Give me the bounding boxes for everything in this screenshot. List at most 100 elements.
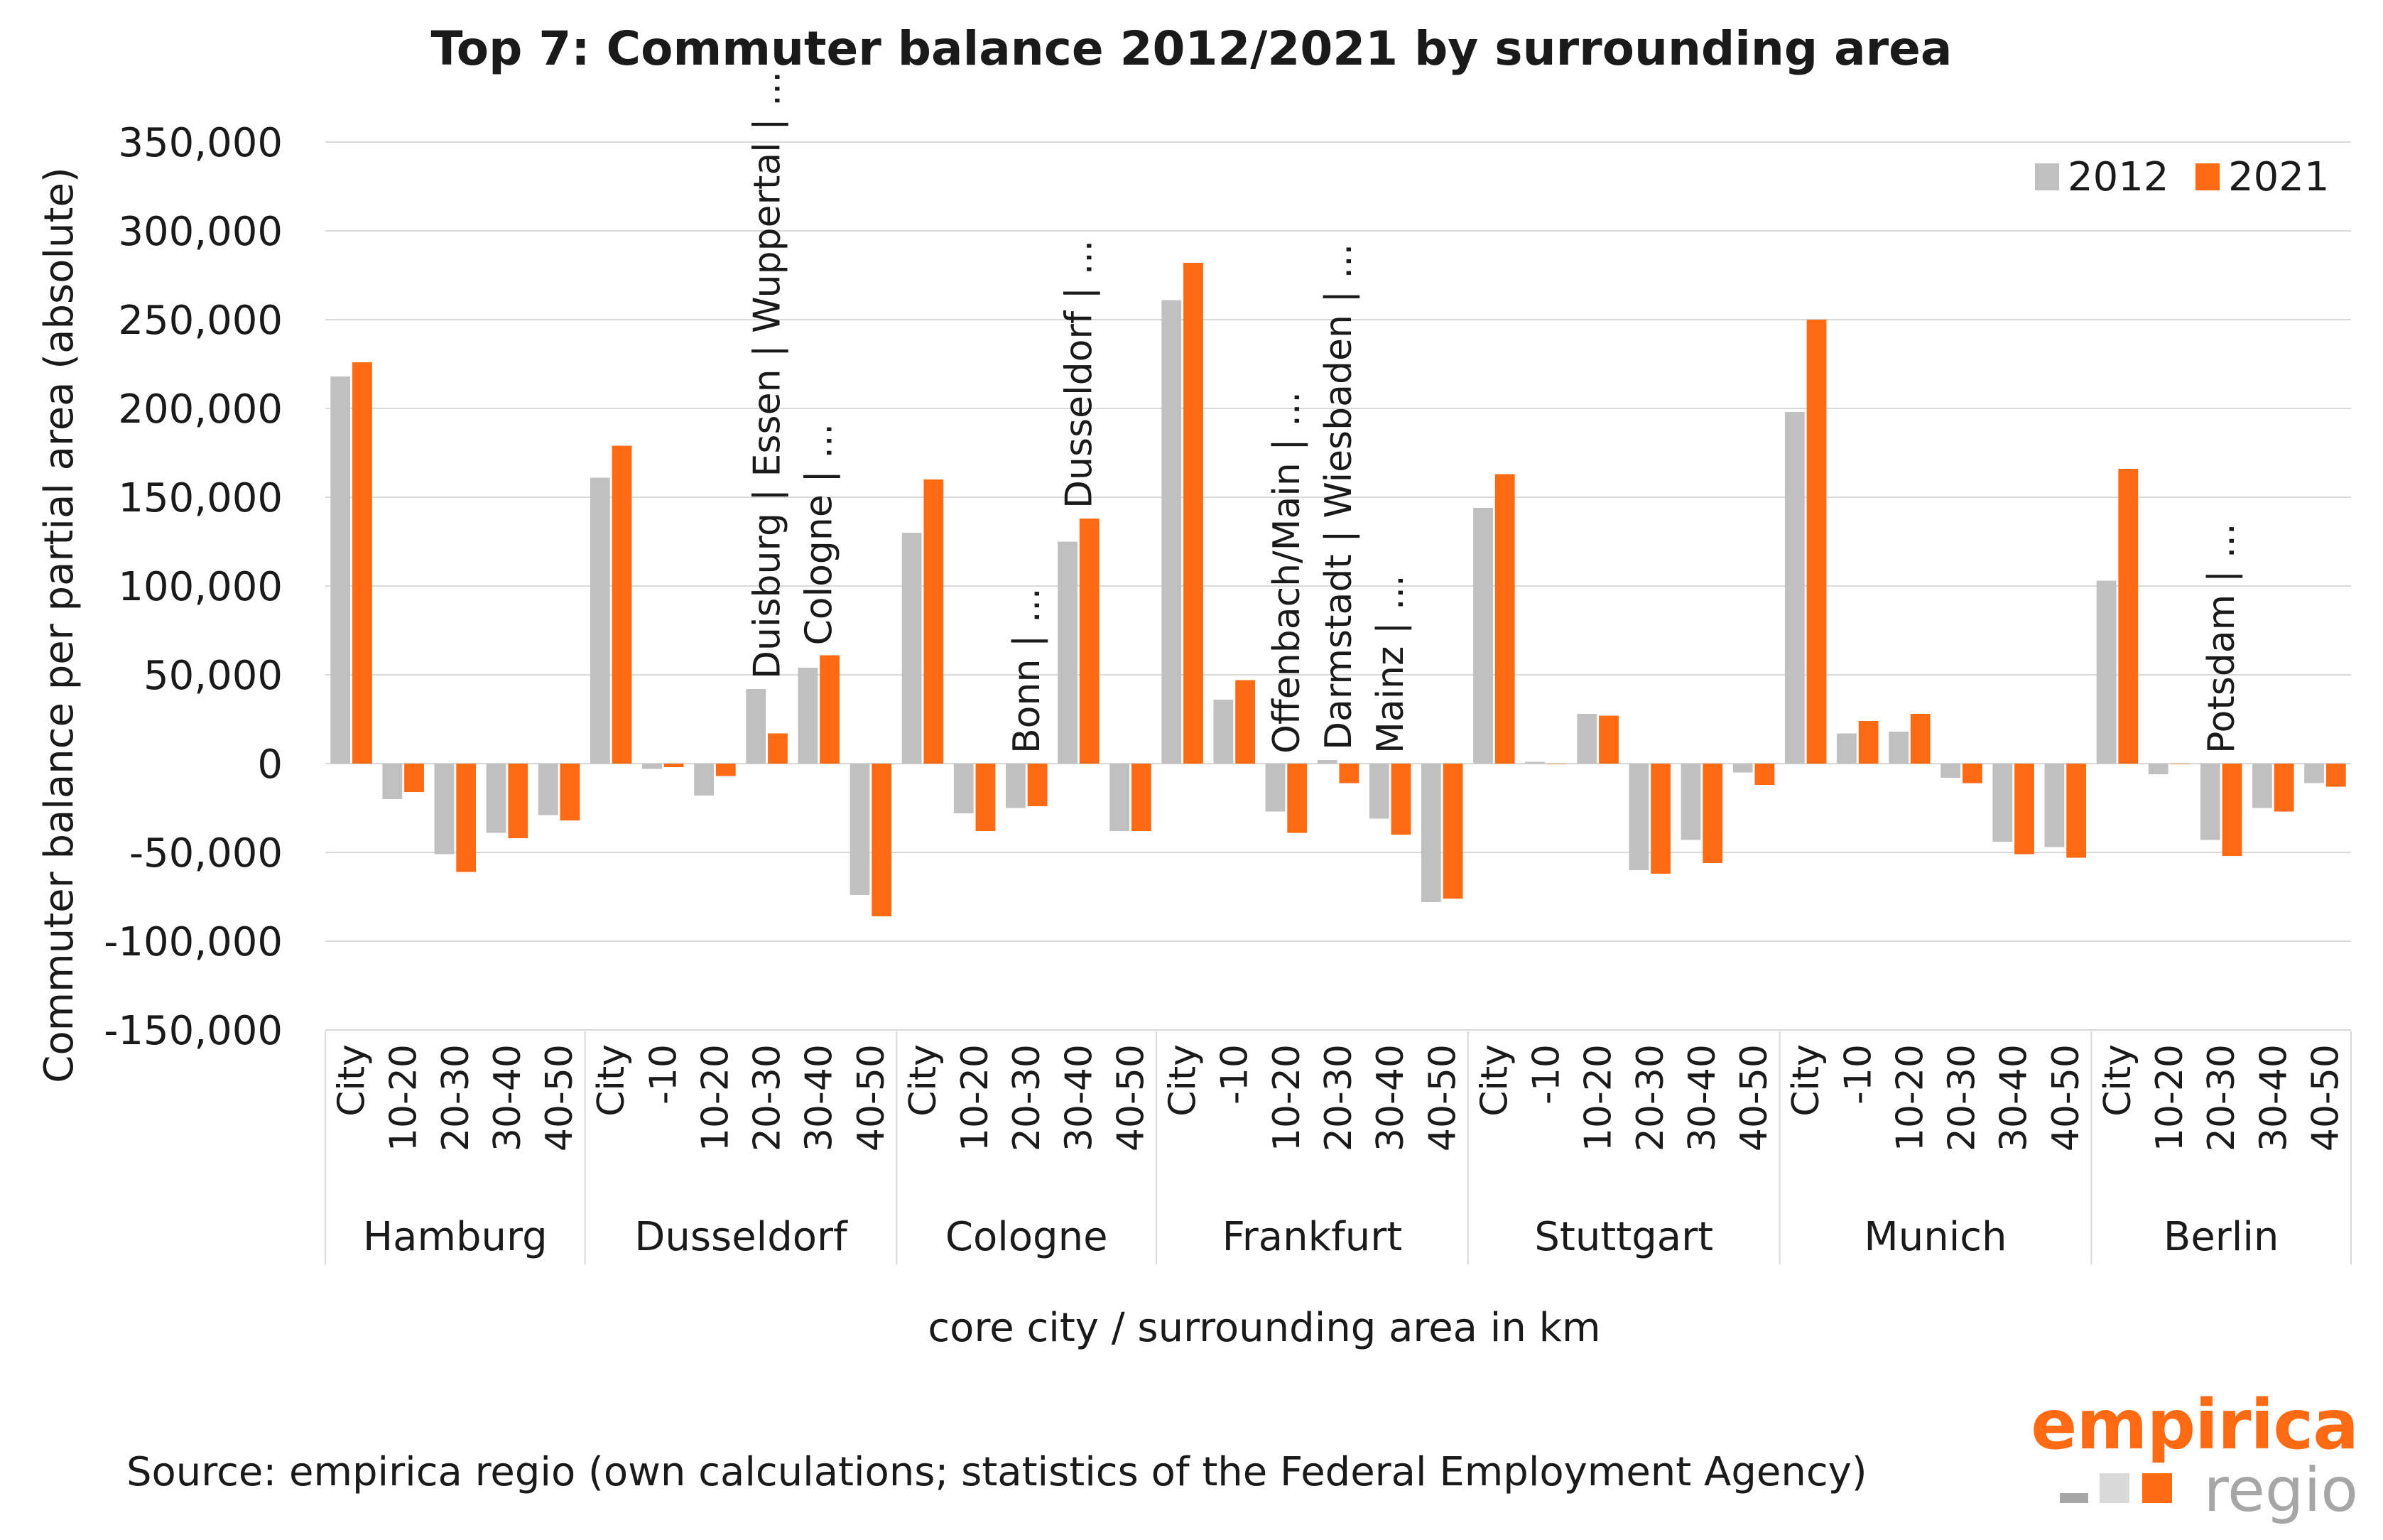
bar-annotation: Mainz | ... [1369, 575, 1412, 754]
bar-annotation: Potsdam | ... [2200, 524, 2243, 754]
bar-annotation: Cologne | ... [798, 423, 841, 646]
y-tick-label: -150,000 [104, 1008, 283, 1054]
bar-2012-berlin-City [2096, 580, 2117, 764]
bar-2012-hamburg-40-50 [538, 764, 558, 815]
legend: 2012 2021 [2035, 154, 2330, 200]
x-tick-label: 30-40 [1058, 1044, 1100, 1151]
gridlines [325, 141, 2351, 1031]
bar-2012-cologne-20-30 [1005, 764, 1026, 808]
bar-2021-hamburg-20-30 [456, 764, 477, 872]
bar-2021-munich-20-30 [1963, 764, 1982, 783]
legend-label-2021: 2021 [2228, 154, 2330, 200]
bar-2021-frankfurt--10 [1235, 680, 1255, 764]
annotations: Duisburg | Essen | Wuppertal | ... Cologn… [747, 71, 2244, 754]
bar-2012-frankfurt-10-20 [1265, 764, 1286, 812]
bar-2012-hamburg-City [330, 376, 351, 764]
bar-2021-cologne-10-20 [975, 764, 996, 831]
bar-2012-munich-40-50 [2044, 764, 2065, 847]
bar-2021-dusseldorf-40-50 [872, 764, 892, 916]
bar-2021-frankfurt-40-50 [1443, 764, 1463, 899]
bar-2021-dusseldorf-City [612, 445, 632, 764]
bar-annotation: Offenbach/Main | ... [1266, 391, 1308, 754]
x-tick-label: 30-40 [1369, 1044, 1412, 1151]
bar-2021-munich-10-20 [1910, 714, 1931, 764]
x-tick-label: 20-30 [747, 1044, 789, 1151]
bar-2021-dusseldorf-30-40 [820, 655, 840, 764]
bar-2021-hamburg-City [352, 362, 372, 764]
y-tick-label: 0 [257, 742, 283, 788]
x-tick-label: 20-30 [1318, 1044, 1360, 1151]
bar-2012-munich-30-40 [1992, 764, 2013, 842]
group-label-frankfurt: Frankfurt [1222, 1214, 1403, 1260]
y-tick-label: 300,000 [118, 209, 283, 255]
y-axis-label: Commuter balance per partial area (absol… [36, 167, 82, 1083]
y-tick-label: 100,000 [118, 564, 283, 610]
bar-2021-stuttgart-20-30 [1651, 764, 1671, 874]
bar-2021-berlin-20-30 [2222, 764, 2242, 856]
x-tick-label: 10-20 [1889, 1044, 1931, 1151]
bar-2012-stuttgart--10 [1525, 761, 1546, 764]
x-tick-label: 30-40 [2252, 1044, 2295, 1151]
bar-2012-munich--10 [1837, 733, 1857, 764]
x-tick-label: -10 [1214, 1044, 1256, 1105]
bar-2021-hamburg-40-50 [560, 764, 580, 820]
bar-2021-stuttgart-30-40 [1703, 764, 1723, 863]
bar-annotation: Bonn | ... [1006, 587, 1048, 754]
bar-2021-berlin-40-50 [2325, 764, 2346, 787]
x-axis-label: core city / surrounding area in km [928, 1305, 1600, 1351]
x-tick-label: -10 [1837, 1044, 1879, 1105]
bar-2021-frankfurt-20-30 [1339, 764, 1359, 783]
bar-2012-hamburg-30-40 [486, 764, 506, 833]
y-tick-label: -50,000 [129, 830, 283, 877]
x-tick-label: 20-30 [1006, 1044, 1048, 1151]
bar-annotation: Darmstadt | Wiesbaden | ... [1318, 244, 1360, 750]
bar-2021-frankfurt-30-40 [1391, 764, 1411, 835]
bar-2012-frankfurt-40-50 [1421, 764, 1441, 902]
x-tick-label: 40-50 [1421, 1044, 1464, 1151]
bar-2021-frankfurt-10-20 [1287, 764, 1308, 833]
bar-2021-munich-40-50 [2066, 764, 2087, 858]
logo-square-1 [2060, 1493, 2088, 1503]
bar-2012-munich-10-20 [1889, 732, 1909, 764]
bar-2012-cologne-City [901, 533, 922, 764]
bars [330, 263, 2346, 916]
x-tick-label: 10-20 [1578, 1044, 1620, 1151]
bar-annotation: Dusseldorf | ... [1058, 240, 1100, 509]
bar-2021-munich-30-40 [2014, 764, 2034, 855]
x-tick-label: 10-20 [383, 1044, 425, 1151]
bar-2021-stuttgart-10-20 [1599, 715, 1619, 764]
bar-2012-berlin-40-50 [2304, 764, 2324, 783]
y-tick-label: 200,000 [118, 386, 283, 433]
bar-2012-hamburg-10-20 [382, 764, 403, 799]
x-tick-label: 30-40 [487, 1044, 529, 1151]
bar-2012-frankfurt-City [1161, 300, 1182, 764]
x-tick-label: 30-40 [1993, 1044, 2036, 1151]
x-tick-label: 10-20 [1266, 1044, 1308, 1151]
bar-2012-frankfurt-20-30 [1317, 760, 1337, 764]
bar-2021-cologne-City [923, 479, 944, 764]
bar-2012-munich-20-30 [1940, 764, 1961, 778]
x-tick-label: 40-50 [2304, 1044, 2347, 1151]
x-tick-label: -10 [1526, 1044, 1568, 1105]
x-tick-label: 40-50 [2045, 1044, 2088, 1151]
bar-2021-berlin-30-40 [2274, 764, 2294, 812]
bar-2012-dusseldorf-10-20 [694, 764, 714, 796]
x-tick-label: City [902, 1044, 945, 1117]
bar-2021-dusseldorf-20-30 [768, 733, 788, 764]
bar-2021-stuttgart-City [1494, 474, 1515, 764]
group-label-hamburg: Hamburg [363, 1214, 548, 1260]
x-tick-label: 30-40 [798, 1044, 841, 1151]
bar-2021-frankfurt-City [1183, 263, 1203, 764]
logo-wordmark-top: empirica [2031, 1385, 2359, 1465]
bar-2012-dusseldorf--10 [642, 764, 662, 769]
group-label-berlin: Berlin [2164, 1214, 2279, 1260]
x-tick-label: 10-20 [694, 1044, 737, 1151]
bar-2021-cologne-30-40 [1079, 519, 1100, 764]
bar-2012-berlin-10-20 [2148, 764, 2168, 774]
x-tick-label: City [2097, 1044, 2139, 1117]
bar-2021-munich--10 [1858, 721, 1879, 764]
bar-2021-hamburg-10-20 [404, 764, 424, 792]
bar-2012-stuttgart-10-20 [1577, 714, 1597, 764]
y-tick-label: 150,000 [118, 475, 283, 521]
